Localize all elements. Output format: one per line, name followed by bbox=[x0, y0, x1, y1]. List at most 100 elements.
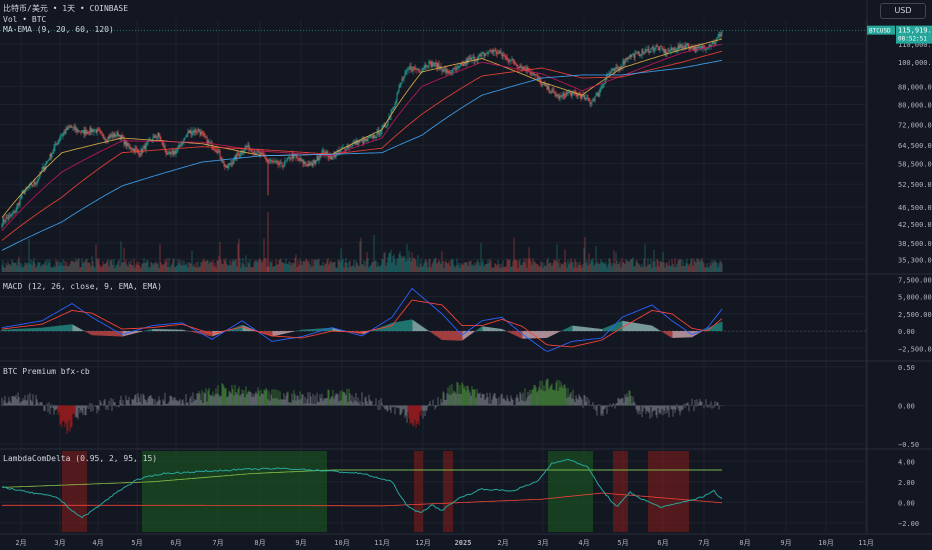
premium-bar bbox=[348, 388, 350, 406]
premium-bar bbox=[264, 390, 266, 406]
volume-bar bbox=[685, 262, 687, 272]
candle-body bbox=[18, 203, 20, 205]
premium-bar bbox=[714, 401, 716, 406]
candle-body bbox=[524, 68, 526, 70]
premium-bar bbox=[20, 401, 22, 406]
premium-bar bbox=[43, 405, 45, 412]
macd-histogram-bar bbox=[57, 325, 59, 332]
macd-histogram-bar bbox=[612, 324, 614, 332]
volume-bar bbox=[630, 259, 632, 272]
candle-body bbox=[630, 54, 632, 57]
premium-bar bbox=[50, 405, 52, 409]
volume-bar bbox=[562, 264, 564, 272]
volume-bar bbox=[251, 266, 253, 272]
premium-bar bbox=[126, 400, 128, 406]
candle-body bbox=[591, 100, 593, 103]
volume-bar bbox=[71, 261, 73, 272]
premium-bar bbox=[593, 405, 595, 410]
volume-bar bbox=[369, 265, 371, 272]
premium-bar bbox=[15, 394, 17, 406]
volume-bar bbox=[182, 265, 184, 272]
volume-bar bbox=[610, 262, 612, 272]
macd-histogram-bar bbox=[54, 326, 56, 332]
volume-bar bbox=[670, 265, 672, 272]
candle-body bbox=[261, 152, 263, 154]
macd-histogram-bar bbox=[578, 326, 580, 332]
macd-histogram-bar bbox=[663, 331, 665, 334]
premium-bar bbox=[604, 405, 606, 409]
volume-bar bbox=[170, 265, 172, 272]
volume-bar bbox=[246, 267, 248, 272]
candle-body bbox=[212, 148, 214, 150]
premium-bar bbox=[345, 395, 347, 406]
candle-body bbox=[234, 155, 236, 158]
volume-bar bbox=[696, 258, 698, 272]
macd-histogram-bar bbox=[82, 330, 84, 332]
macd-histogram-bar bbox=[575, 326, 577, 332]
macd-histogram-bar bbox=[157, 329, 159, 332]
premium-bar bbox=[242, 393, 244, 406]
macd-histogram-bar bbox=[625, 321, 627, 332]
macd-histogram-bar bbox=[549, 331, 551, 337]
candle-body bbox=[658, 47, 660, 51]
premium-bar bbox=[263, 389, 265, 406]
macd-histogram-bar bbox=[570, 326, 572, 332]
premium-bar bbox=[252, 393, 254, 406]
candle-body bbox=[481, 53, 483, 55]
macd-histogram-bar bbox=[550, 331, 552, 336]
volume-bar bbox=[196, 267, 198, 272]
premium-bar bbox=[294, 394, 296, 406]
candle-body bbox=[505, 56, 507, 58]
premium-bar bbox=[602, 405, 604, 417]
macd-histogram-bar bbox=[265, 331, 267, 335]
premium-bar bbox=[305, 403, 307, 406]
volume-bar bbox=[374, 260, 376, 272]
candle-body bbox=[586, 97, 588, 99]
candle-body bbox=[284, 160, 286, 165]
time-axis[interactable]: 2月 3月 4月 5月 6月 7月 8月 9月 10月 11月 12月 2025 2月 3月 4月 5月 6月 7… bbox=[15, 539, 873, 547]
price-axis[interactable]: 110,000.00100,000.0088,000.0080,000.0072… bbox=[898, 41, 932, 528]
macd-histogram-bar bbox=[521, 331, 523, 339]
volume-bar bbox=[490, 260, 492, 272]
macd-histogram-bar bbox=[450, 331, 452, 341]
macd-histogram-bar bbox=[113, 331, 115, 337]
macd-histogram-bar bbox=[161, 329, 163, 332]
candle-body bbox=[1, 224, 3, 227]
macd-histogram-bar bbox=[553, 331, 555, 335]
macd-histogram-bar bbox=[306, 329, 308, 332]
macd-histogram-bar bbox=[584, 327, 586, 332]
premium-bar bbox=[142, 393, 144, 406]
macd-histogram-bar bbox=[379, 327, 381, 332]
volume-bar bbox=[79, 267, 81, 272]
volume-bar bbox=[12, 261, 14, 272]
candle-body bbox=[537, 76, 539, 80]
volume-bar bbox=[122, 262, 124, 272]
volume-bar bbox=[397, 258, 399, 272]
premium-bar bbox=[435, 405, 437, 408]
candle-body bbox=[613, 68, 615, 72]
volume-bar bbox=[649, 263, 651, 272]
premium-bar bbox=[364, 397, 366, 406]
volume-bar bbox=[221, 263, 223, 272]
volume-bar bbox=[367, 258, 369, 272]
currency-button[interactable]: USD bbox=[880, 3, 926, 19]
candle-body bbox=[382, 125, 384, 127]
ema-60-line bbox=[1, 50, 723, 241]
premium-bar bbox=[187, 402, 189, 406]
volume-bar bbox=[344, 262, 346, 272]
premium-bar bbox=[105, 405, 107, 410]
volume-bar bbox=[216, 260, 218, 272]
candle-body bbox=[236, 153, 238, 160]
macd-histogram-bar bbox=[655, 328, 657, 332]
volume-bar bbox=[363, 260, 365, 272]
pane-separators[interactable] bbox=[0, 0, 932, 535]
candle-body bbox=[316, 156, 318, 161]
premium-bar bbox=[460, 394, 462, 406]
candle-body bbox=[125, 140, 127, 146]
volume-bar bbox=[238, 238, 240, 272]
macd-histogram-bar bbox=[100, 331, 102, 336]
candle-body bbox=[372, 135, 374, 139]
premium-bar bbox=[647, 405, 649, 412]
